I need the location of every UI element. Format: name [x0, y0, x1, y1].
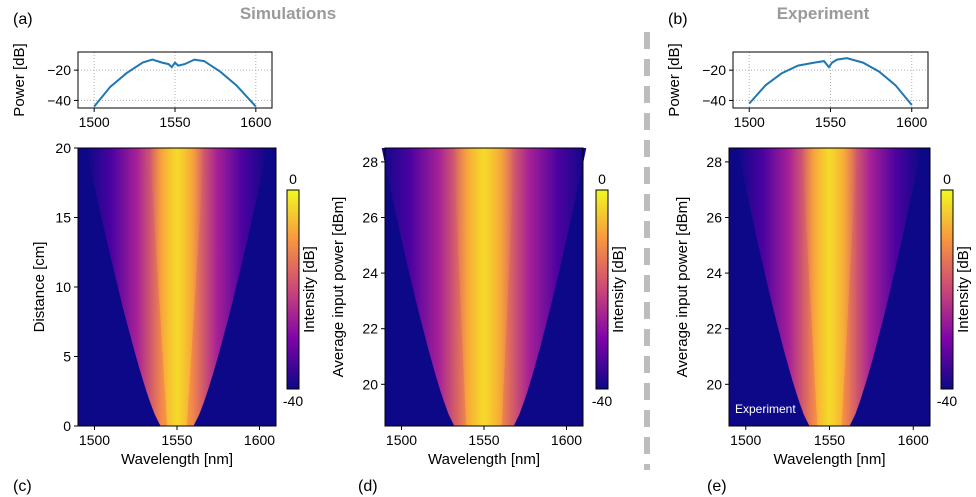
x-tick-label: 1500: [734, 114, 765, 130]
x-tick-label: 1550: [159, 114, 190, 130]
x-tick-label: 1550: [814, 432, 845, 448]
colorbar-max-label: 0: [598, 171, 606, 187]
x-tick-label: 1500: [386, 432, 417, 448]
chart-b: 1500 1550 1600 −20 −40 Power [dB]: [666, 43, 929, 130]
y-axis-label: Power [dB]: [666, 43, 683, 116]
x-tick-label: 1500: [730, 432, 761, 448]
chart-c: 0 -40 Intensity [dB] 1500 1550 1600 0 5 10 15 20 Wa…: [31, 140, 318, 468]
y-tick-label: 22: [706, 321, 722, 337]
x-tick-label: 1600: [551, 432, 582, 448]
chart-a: 1500 1550 1600 −20 −40 Power [dB]: [11, 43, 273, 130]
x-axis-label: Wavelength [nm]: [774, 451, 886, 468]
panel-label-c: (c): [13, 478, 32, 495]
panel-label-d: (d): [358, 478, 378, 495]
series-line-0: [748, 57, 913, 106]
heatmap-core: [801, 148, 858, 426]
y-axis-label: Distance [cm]: [31, 242, 48, 333]
x-tick-label: 1500: [79, 114, 110, 130]
y-tick-label: 15: [55, 210, 71, 226]
colorbar-label: Intensity [dB]: [301, 246, 318, 333]
colorbar-max-label: 0: [943, 171, 951, 187]
y-axis-label: Average input power [dBm]: [674, 197, 691, 378]
y-tick-label: −20: [702, 62, 726, 78]
x-tick-label: 1600: [240, 114, 271, 130]
colorbar-label: Intensity [dB]: [610, 246, 627, 333]
heatmap-core: [149, 148, 205, 426]
x-tick-label: 1500: [79, 432, 110, 448]
panel-label-a: (a): [13, 11, 33, 28]
colorbar: [940, 189, 954, 390]
y-tick-label: 28: [706, 154, 722, 170]
heading-experiment: Experiment: [777, 4, 870, 23]
x-tick-label: 1550: [468, 432, 499, 448]
x-tick-label: 1600: [898, 432, 929, 448]
y-tick-label: 22: [362, 321, 378, 337]
panel-label-b: (b): [668, 11, 688, 28]
y-tick-label: 26: [362, 210, 378, 226]
colorbar-min-label: -40: [937, 393, 957, 409]
y-tick-label: 20: [362, 376, 378, 392]
y-tick-label: 24: [362, 265, 378, 281]
series-line-0: [93, 58, 257, 108]
y-tick-label: 26: [706, 210, 722, 226]
y-tick-label: 10: [55, 279, 71, 295]
heatmap-core: [453, 148, 515, 426]
y-tick-label: −40: [702, 92, 726, 108]
y-tick-label: −40: [47, 92, 71, 108]
y-axis-label: Average input power [dBm]: [330, 197, 347, 378]
x-tick-label: 1600: [896, 114, 927, 130]
colorbar: [286, 189, 300, 390]
y-tick-label: 20: [55, 140, 71, 156]
y-tick-label: 0: [63, 418, 71, 434]
colorbar: [595, 189, 609, 390]
chart-e: Experiment 0 -40 Intensity [dB] 1500 1550 1600…: [674, 147, 972, 468]
y-tick-label: 24: [706, 265, 722, 281]
x-axis-label: Wavelength [nm]: [121, 451, 233, 468]
y-axis-label: Power [dB]: [11, 43, 28, 116]
heading-simulations: Simulations: [240, 4, 336, 23]
colorbar-min-label: -40: [283, 393, 303, 409]
x-tick-label: 1550: [161, 432, 192, 448]
y-tick-label: 5: [63, 349, 71, 365]
colorbar-min-label: -40: [592, 393, 612, 409]
y-tick-label: 28: [362, 154, 378, 170]
y-tick-label: 20: [706, 376, 722, 392]
x-axis-label: Wavelength [nm]: [428, 451, 540, 468]
chart-d: 0 -40 Intensity [dB] 1500 1550 1600 20 22 24 26 28…: [330, 147, 627, 468]
x-tick-label: 1600: [244, 432, 275, 448]
colorbar-max-label: 0: [289, 171, 297, 187]
panel-label-e: (e): [707, 478, 727, 495]
colorbar-label: Intensity [dB]: [955, 246, 972, 333]
x-tick-label: 1550: [815, 114, 846, 130]
inset-label: Experiment: [735, 402, 796, 416]
y-tick-label: −20: [47, 62, 71, 78]
